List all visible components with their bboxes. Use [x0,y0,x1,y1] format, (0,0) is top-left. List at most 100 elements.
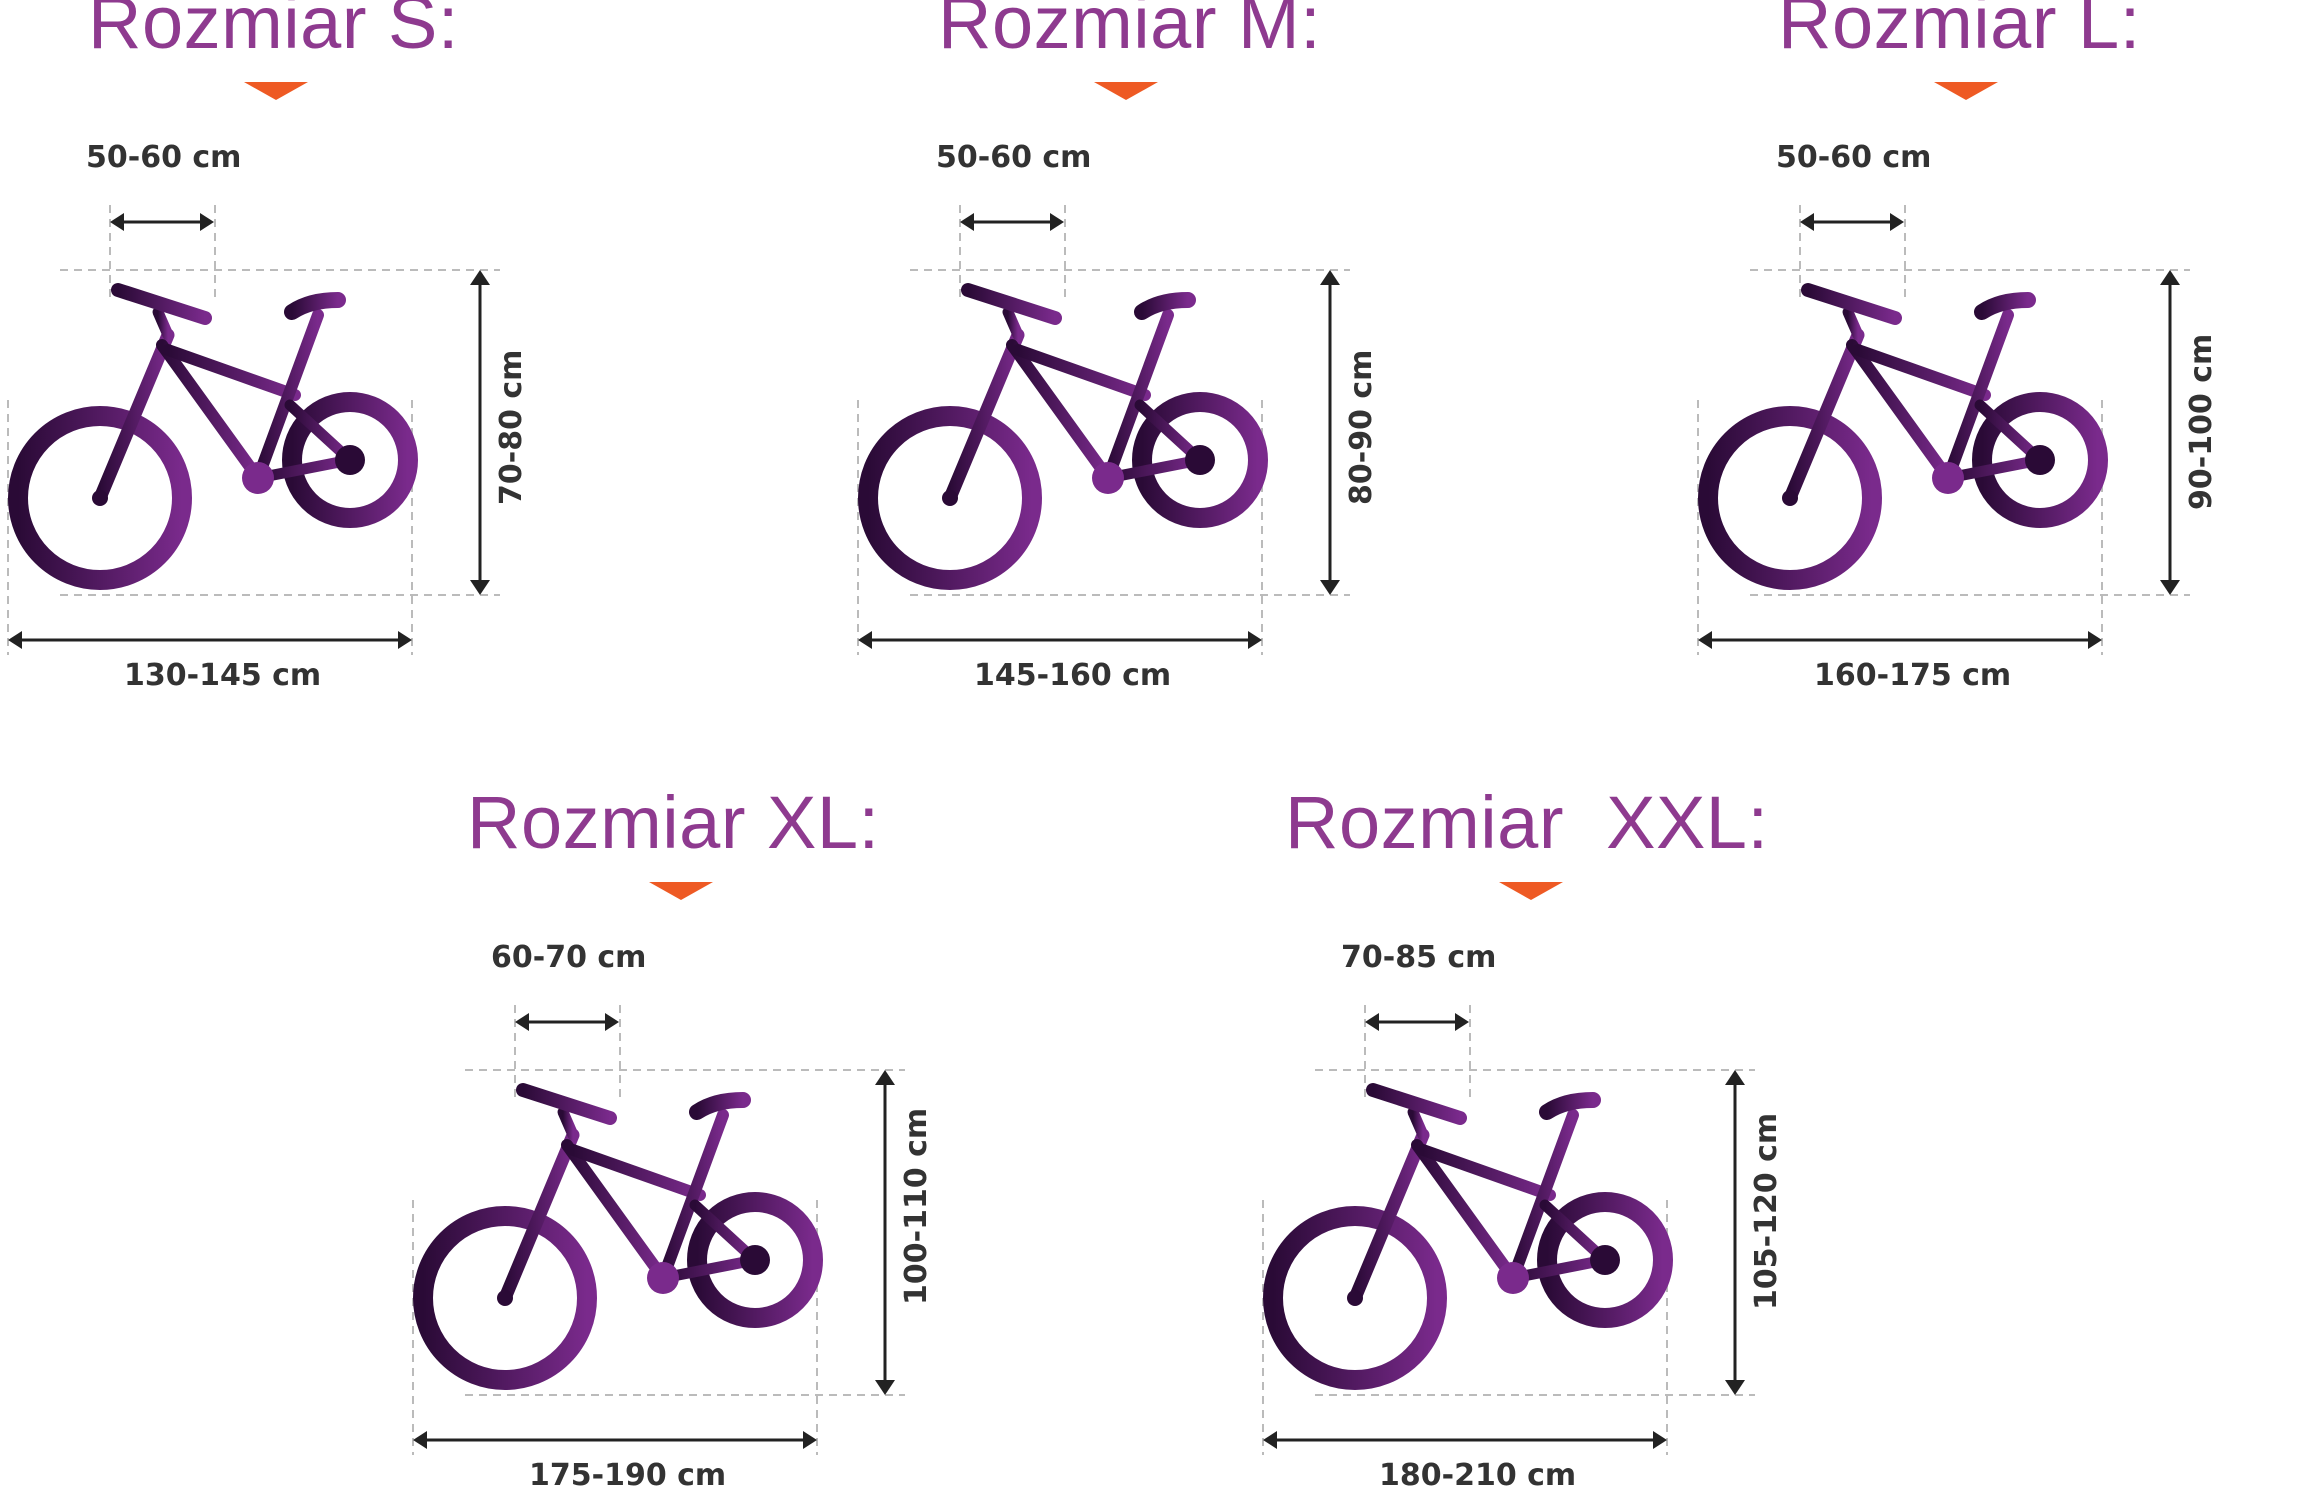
down-tube [1006,339,1114,484]
seat-tube [1102,309,1174,484]
handlebar [1801,283,1902,325]
title-marker [1934,82,1998,100]
handlebar [961,283,1062,325]
bike-length-label: 145-160 cm [974,658,1172,693]
reach-arrow-head [1890,213,1904,231]
rear-wheel [1972,392,2108,528]
height-arrow-head [2160,270,2180,285]
front-wheel [858,406,1042,590]
fork [93,328,175,505]
crank-hub [1092,462,1124,494]
size-title: Rozmiar S: [88,0,459,64]
bike-height-label: 105-120 cm [1749,1112,1784,1310]
handlebar-reach-label: 50-60 cm [936,140,1092,175]
down-tube [156,339,264,484]
fork [943,328,1025,505]
seat-tube [1507,1109,1579,1284]
length-arrow-head [803,1431,817,1449]
size-panel-xl: Rozmiar XL: 60-70 cm 100-110 cm 175-190 … [405,781,1025,1493]
fork [498,1128,580,1305]
bike-height-label: 70-80 cm [494,349,529,505]
top-tube [567,1144,706,1201]
length-arrow-head [1263,1431,1277,1449]
length-arrow-head [1698,631,1712,649]
reach-arrow-head [1365,1013,1379,1031]
stem [152,306,174,341]
bike-diagram [412,882,905,1455]
front-hub [497,1290,513,1306]
bike-length-label: 180-210 cm [1379,1458,1577,1493]
size-panel-l: Rozmiar L: 50-60 cm 90-100 cm 160-175 cm [1690,0,2310,693]
size-title: Rozmiar XXL: [1285,781,1769,864]
length-arrow-head [858,631,872,649]
front-hub [92,490,108,506]
reach-arrow-head [200,213,214,231]
title-marker [649,882,713,900]
front-wheel [1698,406,1882,590]
handlebar [1366,1083,1467,1125]
height-arrow-head [2160,580,2180,595]
handlebar-reach-label: 50-60 cm [1776,140,1932,175]
length-arrow-head [1653,1431,1667,1449]
stem [1407,1106,1429,1141]
stem [557,1106,579,1141]
height-arrow-head [875,1380,895,1395]
front-hub [942,490,958,506]
bike-height-label: 80-90 cm [1344,349,1379,505]
rear-wheel [1132,392,1268,528]
handlebar [111,283,212,325]
size-title: Rozmiar M: [938,0,1322,64]
height-arrow-head [1320,580,1340,595]
bike-diagram [1697,82,2190,655]
rear-wheel [687,1192,823,1328]
size-panel-m: Rozmiar M: 50-60 cm 80-90 cm 145-160 cm [850,0,1470,693]
down-tube [1846,339,1954,484]
stem [1842,306,1864,341]
stem [1002,306,1024,341]
top-tube [1852,344,1991,401]
handlebar-reach-label: 50-60 cm [86,140,242,175]
length-arrow-head [413,1431,427,1449]
saddle [689,1092,751,1120]
bike-diagram [857,82,1350,655]
length-arrow-head [398,631,412,649]
rear-wheel [1537,1192,1673,1328]
length-arrow-head [2088,631,2102,649]
front-hub [1347,1290,1363,1306]
rear-wheel [282,392,418,528]
handlebar [516,1083,617,1125]
reach-arrow-head [515,1013,529,1031]
bike-length-label: 175-190 cm [529,1458,727,1493]
height-arrow-head [470,580,490,595]
reach-arrow-head [960,213,974,231]
handlebar-reach-label: 60-70 cm [491,940,647,975]
height-arrow-head [1320,270,1340,285]
title-marker [1499,882,1563,900]
handlebar-reach-label: 70-85 cm [1341,940,1497,975]
saddle [284,292,346,320]
rear-hub [740,1245,770,1275]
height-arrow-head [1725,1380,1745,1395]
saddle [1974,292,2036,320]
crank-hub [1932,462,1964,494]
seat-tube [252,309,324,484]
rear-hub [335,445,365,475]
title-marker [244,82,308,100]
seat-tube [657,1109,729,1284]
bike-diagram [1262,882,1755,1455]
front-wheel [8,406,192,590]
bike-height-label: 100-110 cm [899,1107,934,1305]
front-hub [1782,490,1798,506]
reach-arrow-head [110,213,124,231]
rear-hub [1590,1245,1620,1275]
size-title: Rozmiar XL: [467,781,880,864]
height-arrow-head [1725,1070,1745,1085]
bike-length-label: 130-145 cm [124,658,322,693]
bike-length-label: 160-175 cm [1814,658,2012,693]
front-wheel [1263,1206,1447,1390]
crank-hub [242,462,274,494]
size-panel-s: Rozmiar S: 50-60 cm 70-80 cm 130-145 cm [0,0,620,693]
bike-diagram [7,82,500,655]
seat-tube [1942,309,2014,484]
